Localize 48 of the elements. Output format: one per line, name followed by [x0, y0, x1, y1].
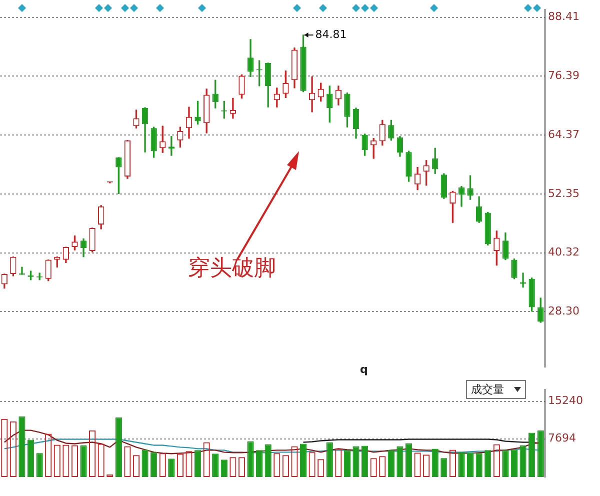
bar — [362, 446, 368, 477]
bar — [396, 446, 404, 477]
bar — [326, 442, 333, 477]
bar — [115, 417, 122, 477]
y-tick-label: 7694 — [548, 432, 576, 445]
candlestick — [18, 266, 26, 275]
bar — [484, 450, 492, 477]
y-tick-label: 76.39 — [548, 69, 580, 82]
bar — [194, 450, 202, 477]
y-tick-label: 64.37 — [548, 128, 580, 141]
bar — [264, 444, 272, 477]
bar — [476, 453, 482, 477]
bar — [212, 454, 219, 477]
bar — [440, 458, 448, 477]
bar — [256, 450, 263, 477]
annotation: 穿头破脚 — [188, 256, 276, 281]
bar — [528, 432, 536, 477]
bar — [510, 450, 518, 477]
bar — [142, 450, 148, 477]
y-tick-label: 15240 — [548, 394, 583, 408]
bar — [80, 445, 87, 477]
y-tick-label: 88.41 — [548, 10, 580, 24]
bar — [352, 446, 360, 477]
bar — [247, 441, 254, 477]
bar — [502, 450, 509, 477]
bar — [388, 450, 394, 477]
bar — [466, 452, 474, 477]
chart-title: 成交量 — [471, 382, 504, 397]
annotation: q — [360, 363, 368, 376]
bar — [520, 445, 526, 477]
bar — [18, 416, 26, 477]
y-tick-label: 40.32 — [548, 246, 580, 259]
bar — [537, 430, 544, 477]
bar — [432, 448, 438, 477]
y-tick-label: 28.30 — [548, 304, 580, 318]
bar — [344, 450, 351, 477]
bar — [27, 440, 34, 477]
bar — [36, 453, 43, 477]
bar — [300, 444, 307, 477]
bar — [405, 443, 412, 477]
y-tick-label: 52.35 — [548, 186, 580, 200]
annotation: 84.81 — [315, 28, 347, 41]
bar — [458, 452, 465, 477]
bar — [168, 458, 175, 477]
bar — [220, 460, 228, 477]
candlestick — [230, 98, 236, 119]
bar — [150, 452, 158, 477]
candlestick — [308, 76, 316, 112]
